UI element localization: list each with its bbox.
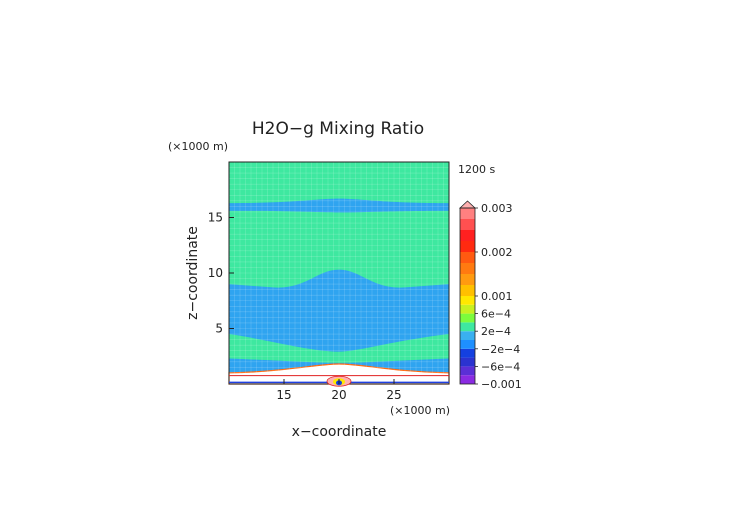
colorbar-tick-label: −2e−4 xyxy=(481,343,520,356)
colorbar-segment xyxy=(460,208,475,219)
x-axis-label: x−coordinate xyxy=(292,424,387,440)
colorbar-segment xyxy=(460,285,475,296)
colorbar-tick-label: −0.001 xyxy=(481,378,522,391)
y-axis-label: z−coordinate xyxy=(185,226,201,320)
colorbar-segment xyxy=(460,219,475,230)
y-tick-label: 15 xyxy=(208,211,223,225)
colorbar-segment xyxy=(460,348,475,358)
time-label: 1200 s xyxy=(458,163,495,176)
colorbar-tick-label: 0.001 xyxy=(481,290,513,303)
colorbar-segment xyxy=(460,252,475,263)
x-tick-label: 25 xyxy=(386,388,401,402)
colorbar-ticks: 0.003 0.002 0.001 6e−4 2e−4 −2e−4 −6e−4 −0.001 xyxy=(475,202,522,391)
colorbar-segment xyxy=(460,340,475,349)
y-unit-label: (×1000 m) xyxy=(168,140,228,153)
colorbar xyxy=(458,200,477,385)
colorbar-extend-arrow xyxy=(458,200,477,209)
plot-area xyxy=(228,161,450,387)
colorbar-tick-label: −6e−4 xyxy=(481,360,520,373)
mid-blue-region xyxy=(229,269,449,352)
colorbar-segment xyxy=(460,322,475,332)
colorbar-tick-label: 6e−4 xyxy=(481,308,511,321)
upper-blue-band xyxy=(229,198,449,213)
colorbar-segment xyxy=(460,357,475,367)
colorbar-segment xyxy=(460,366,475,376)
chart-title: H2O−g Mixing Ratio xyxy=(252,119,424,139)
y-tick-label: 10 xyxy=(208,266,223,280)
colorbar-tick-label: 0.003 xyxy=(481,202,513,215)
x-axis-ticks: 15 20 25 xyxy=(276,379,402,402)
x-unit-label: (×1000 m) xyxy=(390,404,450,417)
y-tick-label: 5 xyxy=(215,322,223,336)
colorbar-segment xyxy=(460,230,475,241)
grid-lines xyxy=(229,162,449,384)
y-axis-ticks: 5 10 15 xyxy=(208,211,234,336)
colorbar-tick-label: 0.002 xyxy=(481,246,513,259)
colorbar-segment xyxy=(460,313,475,323)
x-tick-label: 20 xyxy=(331,388,346,402)
colorbar-segment xyxy=(460,241,475,252)
colorbar-segment xyxy=(460,263,475,274)
colorbar-tick-label: 2e−4 xyxy=(481,325,511,338)
colorbar-segment xyxy=(460,274,475,285)
colorbar-segment xyxy=(460,304,475,314)
colorbar-segment xyxy=(460,375,475,384)
colorbar-segment xyxy=(460,296,475,305)
x-tick-label: 15 xyxy=(276,388,291,402)
colorbar-segment xyxy=(460,331,475,340)
